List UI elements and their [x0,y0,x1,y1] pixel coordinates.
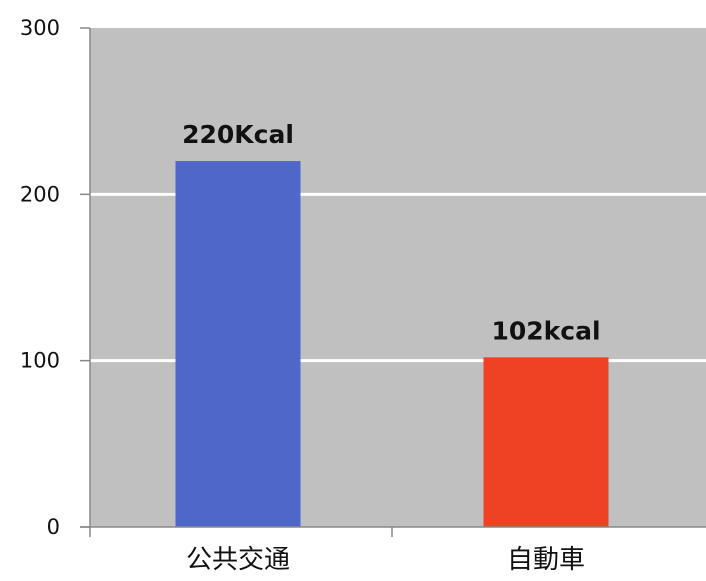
y-tick-label-200: 200 [20,182,60,206]
bar-2 [483,357,609,527]
data-label-2: 102kcal [491,316,600,345]
axes [80,27,706,537]
bar-1 [175,161,301,528]
y-tick-label-100: 100 [20,349,60,373]
y-tick-label-300: 300 [20,16,60,40]
category-label-1: 公共交通 [186,545,290,575]
bars [175,161,609,528]
labels: 220Kcal 公共交通 102kcal 自動車 0 100 200 300 [20,16,601,575]
category-label-2: 自動車 [507,545,585,575]
y-tick-label-0: 0 [47,515,60,539]
data-label-1: 220Kcal [182,120,294,149]
